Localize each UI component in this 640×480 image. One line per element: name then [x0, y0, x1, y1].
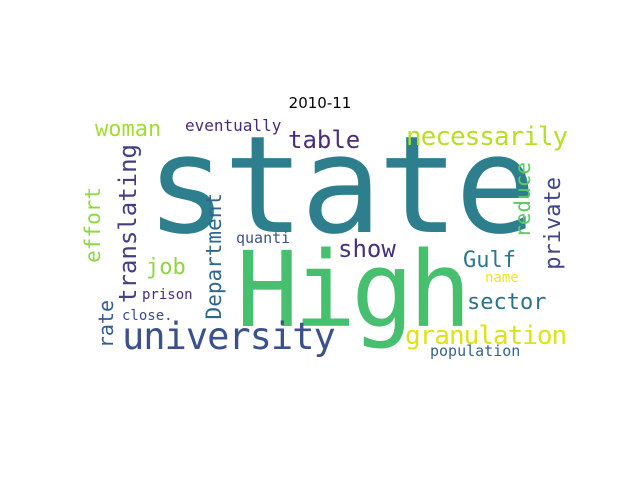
word-name: name: [485, 270, 519, 286]
word-high: High: [236, 229, 471, 351]
word-prison: prison: [142, 287, 193, 303]
word-private: private: [541, 177, 566, 270]
word-table: table: [288, 126, 361, 154]
word-university: university: [122, 315, 336, 358]
word-eventually: eventually: [185, 116, 282, 135]
word-department: Department: [202, 193, 226, 320]
word-quanti: quanti: [236, 229, 291, 247]
word-gulf: Gulf: [463, 248, 516, 273]
word-show: show: [338, 235, 396, 263]
word-woman: woman: [95, 117, 162, 142]
word-population: population: [430, 342, 521, 360]
word-translating: translating: [114, 144, 142, 303]
chart-title: 2010-11: [288, 94, 352, 112]
word-effort: effort: [81, 187, 105, 263]
word-granulation: granulation: [405, 321, 567, 351]
word-close: close.: [122, 308, 173, 324]
word-sector: sector: [467, 290, 547, 315]
word-reduce: reduce: [511, 162, 535, 238]
word-rate: rate: [94, 300, 118, 349]
word-necessarily: necessarily: [406, 122, 568, 152]
word-job: job: [146, 255, 186, 280]
word-state: state: [146, 107, 536, 264]
